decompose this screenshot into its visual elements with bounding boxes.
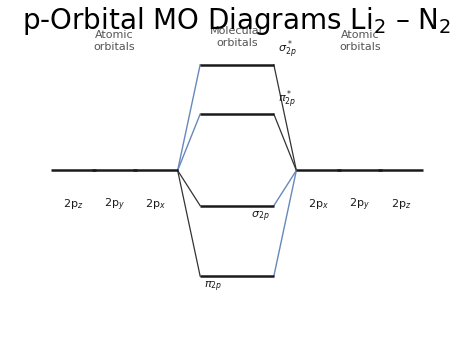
Text: $\sigma_{2p}$: $\sigma_{2p}$ [251, 209, 270, 224]
Text: p-Orbital MO Diagrams Li$_2$ – N$_2$: p-Orbital MO Diagrams Li$_2$ – N$_2$ [22, 5, 452, 37]
Text: $\sigma^*_{2p}$: $\sigma^*_{2p}$ [278, 39, 297, 61]
Text: 2p$_z$: 2p$_z$ [391, 197, 411, 211]
Text: $\pi^*_{2p}$: $\pi^*_{2p}$ [278, 88, 296, 110]
Text: Molecular
orbitals: Molecular orbitals [210, 26, 264, 48]
Text: $\pi_{2p}$: $\pi_{2p}$ [204, 280, 222, 294]
Text: 2p$_x$: 2p$_x$ [309, 197, 329, 211]
Text: Atomic
orbitals: Atomic orbitals [93, 29, 135, 52]
Text: 2p$_z$: 2p$_z$ [63, 197, 83, 211]
Text: Atomic
orbitals: Atomic orbitals [339, 29, 381, 52]
Text: 2p$_y$: 2p$_y$ [349, 197, 370, 213]
Text: 2p$_x$: 2p$_x$ [145, 197, 165, 211]
Text: 2p$_y$: 2p$_y$ [104, 197, 125, 213]
